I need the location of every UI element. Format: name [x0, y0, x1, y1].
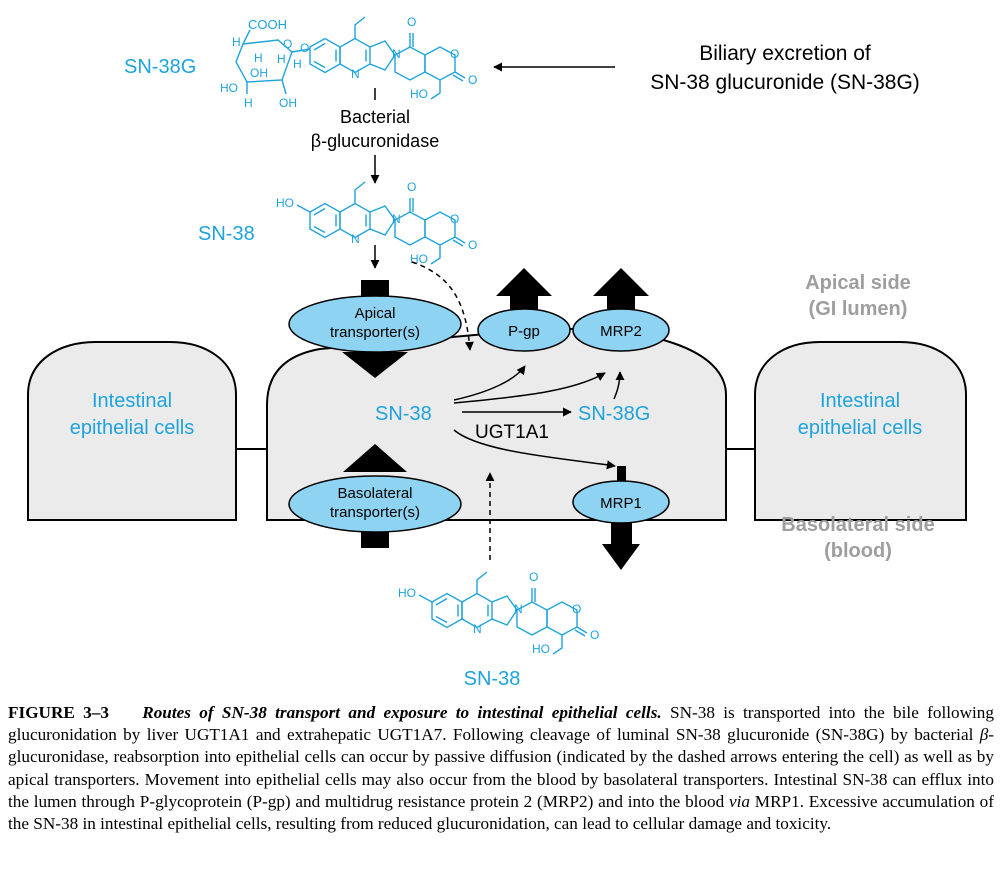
svg-text:transporter(s): transporter(s)	[330, 324, 420, 341]
svg-text:N: N	[351, 232, 360, 246]
basolateral-side-label-line2: (blood)	[824, 540, 892, 562]
sn38-bottom-label: SN-38	[464, 668, 521, 690]
svg-text:O: O	[450, 47, 459, 61]
left-cell-label: Intestinal	[92, 390, 172, 412]
svg-text:O: O	[450, 212, 459, 226]
svg-text:Basolateral: Basolateral	[337, 485, 412, 502]
svg-text:O: O	[529, 570, 538, 584]
svg-text:N: N	[392, 212, 401, 226]
apical-side-label: Apical side	[805, 272, 911, 294]
basolateral-transporter	[288, 475, 462, 533]
svg-text:O: O	[407, 15, 416, 29]
svg-text:MRP1: MRP1	[600, 495, 642, 512]
apical-transporter	[288, 295, 462, 353]
caption-text-3: MRP1. Excessive accumulation of the SN-3…	[8, 791, 994, 834]
svg-text:H: H	[293, 57, 302, 71]
svg-text:OH: OH	[279, 96, 297, 110]
svg-text:N: N	[351, 67, 360, 81]
svg-text:N: N	[514, 602, 523, 616]
svg-text:H: H	[254, 51, 263, 65]
caption-beta: β	[979, 725, 989, 745]
sn38-structure-lumen: HO N N O O O HO	[276, 180, 477, 266]
left-cell-label-line2: epithelial cells	[70, 417, 195, 439]
svg-text:O: O	[590, 628, 599, 642]
svg-text:HO: HO	[276, 196, 294, 210]
svg-text:O: O	[300, 41, 309, 55]
svg-text:HO: HO	[220, 81, 238, 95]
pgp-transporter	[477, 308, 571, 352]
svg-text:COOH: COOH	[248, 17, 287, 32]
caption-via: via	[729, 791, 751, 811]
mrp1-efflux-arrow	[602, 522, 640, 570]
svg-text:O: O	[407, 180, 416, 194]
svg-text:HO: HO	[532, 642, 550, 656]
svg-text:N: N	[392, 47, 401, 61]
passive-diffusion-arrow-lumen	[411, 261, 474, 351]
caption-text-2: -glucuronidase, reabsorption into epithe…	[8, 725, 994, 811]
sn38-top-label: SN-38	[198, 223, 255, 245]
svg-text:O: O	[283, 37, 292, 51]
bacterial-glucuronidase-label: Bacterial	[340, 107, 410, 127]
svg-text:MRP2: MRP2	[600, 323, 642, 340]
apical-side-label-line2: (GI lumen)	[809, 298, 908, 320]
right-epithelial-cell	[754, 341, 967, 521]
svg-text:H: H	[277, 52, 286, 66]
biliary-excretion-label-line2: SN-38 glucuronide (SN-38G)	[650, 71, 920, 94]
mrp2-efflux-arrow	[593, 268, 649, 312]
sn38-intracellular-label: SN-38	[375, 403, 432, 425]
svg-text:O: O	[468, 73, 477, 87]
caption-text-1: SN-38 is transported into the bile follo…	[8, 703, 994, 745]
svg-text:Apical: Apical	[355, 305, 396, 322]
mrp2-transporter	[572, 308, 670, 352]
svg-text:HO: HO	[398, 586, 416, 600]
bacterial-glucuronidase-label-line2: β-glucuronidase	[311, 131, 439, 151]
svg-text:OH: OH	[250, 66, 268, 80]
sn38-transport-diagram: Intestinal epithelial cells Intestinal e…	[27, 15, 967, 690]
ugt1a1-label: UGT1A1	[475, 422, 549, 443]
sn38-structure-blood: HO N N O O O HO	[398, 570, 599, 656]
svg-text:transporter(s): transporter(s)	[330, 504, 420, 521]
svg-text:HO: HO	[410, 252, 428, 266]
svg-text:P-gp: P-gp	[508, 323, 540, 340]
sn38g-structure: COOH H H OH H H HO H OH O O N N O O O HO	[220, 15, 477, 110]
figure-title: Routes of SN-38 transport and exposure t…	[142, 703, 662, 722]
sn38g-top-label: SN-38G	[124, 56, 196, 78]
svg-text:N: N	[473, 622, 482, 636]
svg-text:O: O	[468, 238, 477, 252]
right-cell-label: Intestinal	[820, 390, 900, 412]
figure-caption: FIGURE 3–3 Routes of SN-38 transport and…	[8, 702, 994, 835]
mrp1-transporter	[572, 480, 670, 524]
basolateral-side-label: Basolateral side	[781, 514, 934, 536]
left-epithelial-cell	[27, 341, 237, 521]
svg-text:H: H	[232, 35, 241, 49]
figure-number: FIGURE 3–3	[8, 703, 109, 722]
svg-text:HO: HO	[410, 87, 428, 101]
biliary-excretion-label: Biliary excretion of	[699, 42, 871, 65]
svg-text:H: H	[244, 96, 253, 110]
right-cell-label-line2: epithelial cells	[798, 417, 923, 439]
pgp-efflux-arrow	[496, 268, 552, 312]
svg-text:O: O	[572, 602, 581, 616]
sn38g-intracellular-label: SN-38G	[578, 403, 650, 425]
